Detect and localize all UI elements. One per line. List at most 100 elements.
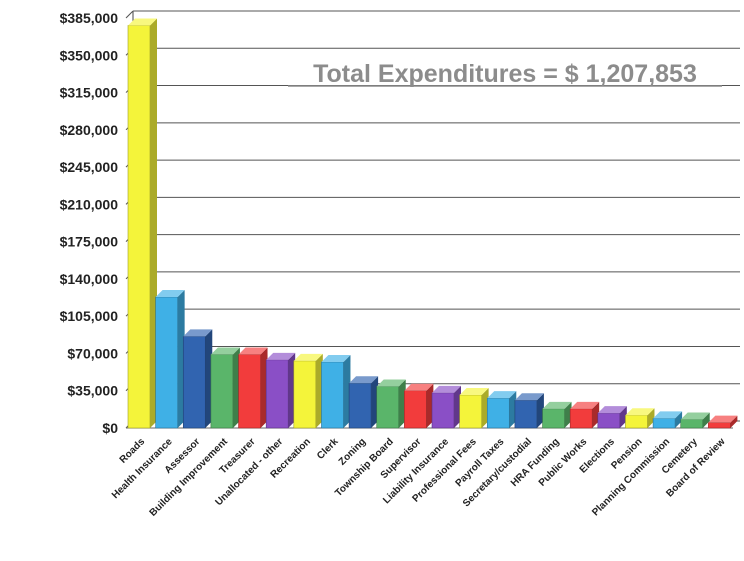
bar-side xyxy=(371,376,379,428)
bar-side xyxy=(730,415,738,428)
bar-side xyxy=(260,347,268,428)
x-tick-label: Public Works xyxy=(537,436,590,489)
bar-front xyxy=(182,336,206,429)
bar-top xyxy=(708,415,738,423)
bar xyxy=(597,406,627,429)
bar-front xyxy=(569,408,593,429)
bar xyxy=(708,415,738,429)
bar-top xyxy=(570,401,600,409)
bar xyxy=(321,354,351,429)
bar-front xyxy=(155,296,178,429)
y-tick-label: $140,000 xyxy=(60,271,119,287)
bar xyxy=(293,353,323,429)
total-expenditures-annotation: Total Expenditures = $ 1,207,853 xyxy=(313,60,697,88)
bar-top xyxy=(293,353,323,361)
bar xyxy=(459,387,489,429)
bar-top xyxy=(210,347,240,355)
bar xyxy=(652,411,683,429)
y-tick-label: $175,000 xyxy=(60,234,119,250)
y-tick-label: $210,000 xyxy=(60,196,119,212)
bar-top xyxy=(432,385,461,393)
bar xyxy=(680,412,710,429)
bar xyxy=(210,347,240,429)
bar-front xyxy=(376,386,400,429)
bar-side xyxy=(398,379,406,428)
bar xyxy=(238,347,268,429)
bar-front xyxy=(404,390,427,429)
y-tick-label: $350,000 xyxy=(60,47,119,63)
bar-side xyxy=(592,401,600,428)
bar-front xyxy=(486,397,510,429)
bar-front xyxy=(431,392,455,429)
x-tick-label: HRA Funding xyxy=(509,436,562,489)
bar xyxy=(514,393,544,429)
bar-top xyxy=(487,391,517,399)
bar-top xyxy=(321,354,351,362)
bar xyxy=(265,352,296,429)
bar-side xyxy=(454,385,461,428)
bar-front xyxy=(542,408,565,429)
bar-side xyxy=(619,406,627,428)
bar-side xyxy=(647,408,655,428)
bar-top xyxy=(349,376,379,384)
bar xyxy=(569,401,600,429)
y-tick-label: $245,000 xyxy=(60,159,119,175)
bar-top xyxy=(404,383,434,391)
bar xyxy=(348,376,379,429)
bar-front xyxy=(321,361,344,429)
bar xyxy=(182,329,213,429)
bar-front xyxy=(625,414,648,429)
gridline-depth xyxy=(125,10,134,19)
bar-side xyxy=(702,412,710,428)
bar-side xyxy=(536,393,544,428)
bar-side xyxy=(205,329,213,428)
bar-side xyxy=(177,290,185,428)
y-tick-label: $70,000 xyxy=(67,345,118,361)
bar-side xyxy=(232,347,240,428)
bar-front xyxy=(680,419,704,429)
bar xyxy=(155,290,185,429)
bar-side xyxy=(509,391,517,428)
bar-side xyxy=(426,383,434,428)
bar-top xyxy=(514,393,544,401)
bar-side xyxy=(675,411,683,428)
bar-front xyxy=(265,359,289,429)
bar-top xyxy=(459,387,489,395)
bar-top xyxy=(128,18,157,26)
bar-front xyxy=(708,422,731,429)
bar-top xyxy=(183,329,213,337)
gridlines xyxy=(125,10,740,429)
y-tick-label: $280,000 xyxy=(60,122,119,138)
bar-front xyxy=(210,354,234,429)
bar xyxy=(376,379,406,429)
bar-side xyxy=(150,18,157,428)
bar-front xyxy=(459,394,482,429)
bars xyxy=(127,18,738,429)
y-tick-label: $315,000 xyxy=(60,85,119,101)
bar-top xyxy=(625,408,655,416)
bar xyxy=(542,401,572,429)
bar-front xyxy=(652,418,676,429)
y-tick-label: $35,000 xyxy=(67,383,118,399)
bar-front xyxy=(597,412,621,429)
bar-top xyxy=(155,290,185,298)
y-tick-label: $385,000 xyxy=(60,10,119,26)
bar-front xyxy=(238,354,261,429)
bar xyxy=(127,18,157,429)
y-tick-label: $0 xyxy=(102,420,118,436)
x-tick-label: Clerk xyxy=(315,436,341,462)
bar-top xyxy=(266,352,296,360)
bar-top xyxy=(542,401,572,409)
bar-side xyxy=(288,352,296,428)
bar xyxy=(625,408,655,429)
bar xyxy=(431,385,461,429)
bar-top xyxy=(680,412,710,420)
bar-top xyxy=(597,406,627,414)
bar-top xyxy=(376,379,406,387)
bar-side xyxy=(343,354,351,428)
y-tick-label: $105,000 xyxy=(60,308,119,324)
bar-top xyxy=(238,347,268,355)
bar-front xyxy=(514,400,538,429)
bar-side xyxy=(481,387,489,428)
